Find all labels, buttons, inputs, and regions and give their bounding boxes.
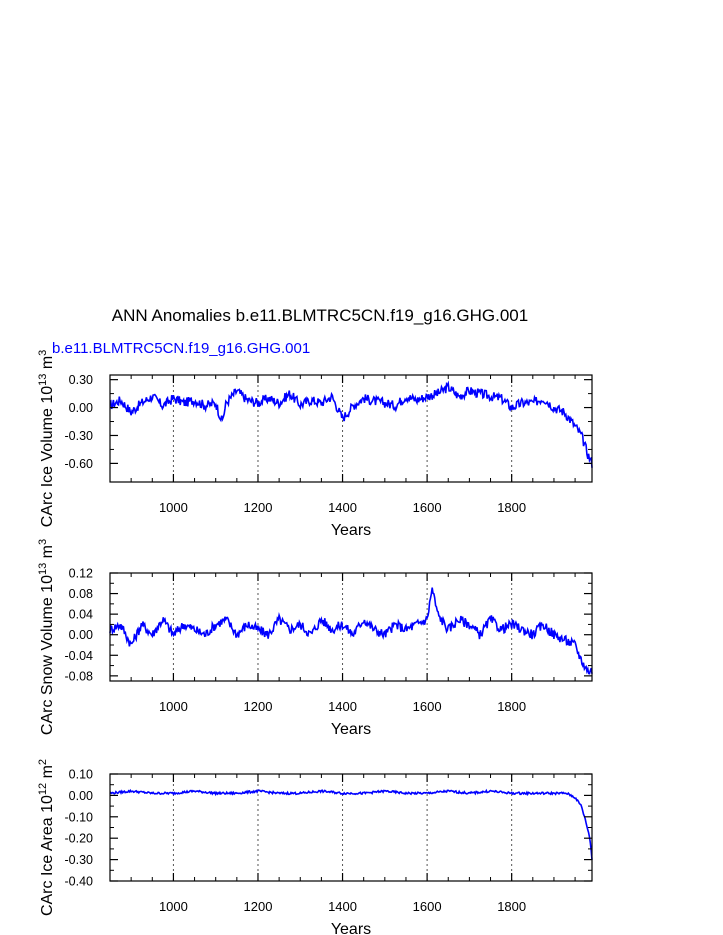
x-axis-label: Years: [331, 721, 371, 738]
x-tick-label: 1200: [244, 500, 273, 515]
panel-2: 1000 1200 1400 1600 1800 0.12 0.08 0.04 0.00 -0.0…: [37, 539, 593, 738]
x-tick-label: 1400: [328, 500, 357, 515]
y-tick-label: 0.30: [69, 373, 93, 387]
y-tick-label: -0.20: [65, 832, 94, 846]
y-axis-label: CArc Ice Area 1012 m2: [37, 759, 56, 916]
x-tick-label: 1000: [159, 699, 188, 714]
x-tick-label: 1800: [497, 500, 526, 515]
series-label: b.e11.BLMTRC5CN.f19_g16.GHG.001: [52, 340, 310, 357]
x-tick-label: 1600: [413, 899, 442, 914]
y-axis-label-text: m: [39, 765, 56, 783]
series-line: [109, 587, 593, 675]
y-tick-label: 0.04: [69, 608, 93, 622]
y-tick-label: -0.30: [65, 853, 94, 867]
plot-frame: [109, 572, 593, 682]
y-axis-label-exponent: 12: [37, 783, 49, 795]
y-axis-label-exponent: 3: [37, 539, 49, 545]
y-axis-label-exponent: 13: [37, 374, 49, 386]
x-tick-label: 1000: [159, 500, 188, 515]
y-axis-label-exponent: 2: [37, 759, 49, 765]
plot-frame: [109, 773, 593, 882]
y-tick-label: 0.08: [69, 587, 93, 601]
series-line: [109, 788, 593, 860]
chart-title: ANN Anomalies b.e11.BLMTRC5CN.f19_g16.GH…: [112, 306, 528, 325]
x-tick-label: 1200: [244, 699, 273, 714]
x-tick-label: 1400: [328, 899, 357, 914]
y-tick-label: 0.00: [69, 628, 93, 642]
x-tick-label: 1800: [497, 899, 526, 914]
panel-3: 1000 1200 1400 1600 1800 0.10 0.00 -0.10 -0.20 -0…: [37, 759, 593, 935]
panels: 1000 1200 1400 1600 1800 0.30 0.00 -0.30 -0.60 Ye…: [37, 350, 593, 935]
y-axis-label-text: CArc Ice Area 10: [39, 795, 56, 916]
y-axis-label-text: CArc Snow Volume 10: [39, 575, 56, 735]
x-tick-label: 1600: [413, 699, 442, 714]
y-tick-label: -0.60: [65, 457, 94, 471]
y-tick-label: -0.30: [65, 429, 94, 443]
y-tick-label: -0.40: [65, 875, 94, 889]
y-tick-label: -0.04: [65, 649, 94, 663]
x-tick-label: 1800: [497, 699, 526, 714]
y-axis-label-text: CArc Ice Volume 10: [39, 386, 56, 528]
y-axis-label: CArc Snow Volume 1013 m3: [37, 539, 56, 735]
plot-frame: [109, 374, 593, 483]
y-axis-label: CArc Ice Volume 1013 m3: [37, 350, 56, 528]
x-tick-label: 1000: [159, 899, 188, 914]
y-axis-label-exponent: 3: [37, 350, 49, 356]
x-tick-label: 1400: [328, 699, 357, 714]
y-tick-label: 0.12: [69, 567, 93, 581]
y-axis-label-text: m: [39, 356, 56, 374]
y-tick-label: -0.08: [65, 669, 94, 683]
y-axis-label-exponent: 13: [37, 563, 49, 575]
y-tick-label: 0.00: [69, 401, 93, 415]
x-tick-label: 1200: [244, 899, 273, 914]
y-tick-label: 0.00: [69, 789, 93, 803]
y-tick-label: 0.10: [69, 768, 93, 782]
panel-1: 1000 1200 1400 1600 1800 0.30 0.00 -0.30 -0.60 Ye…: [37, 350, 593, 539]
x-tick-label: 1600: [413, 500, 442, 515]
y-axis-label-text: m: [39, 545, 56, 563]
series-line: [109, 380, 593, 468]
x-axis-label: Years: [331, 921, 371, 935]
y-tick-label: -0.10: [65, 810, 94, 824]
x-axis-label: Years: [331, 522, 371, 539]
